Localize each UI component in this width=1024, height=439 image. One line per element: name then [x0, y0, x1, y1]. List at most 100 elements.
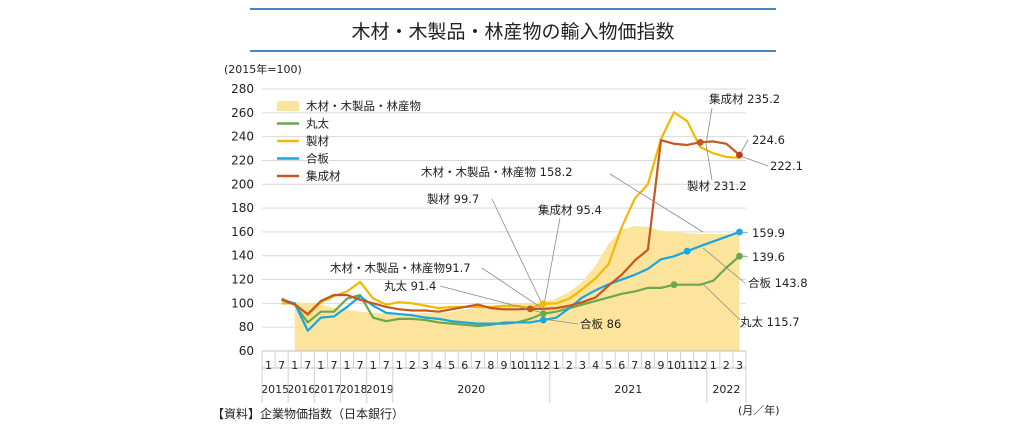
x-tick-label: 7	[330, 359, 337, 372]
x-year-label: 2019	[366, 383, 394, 396]
y-tick-label: 160	[231, 225, 254, 239]
x-tick-label: 8	[644, 359, 651, 372]
x-tick-label: 1	[344, 359, 351, 372]
annotation-label: 224.6	[752, 133, 785, 147]
x-tick-label: 7	[474, 359, 481, 372]
x-tick-label: 9	[657, 359, 664, 372]
annotation-leader	[702, 247, 746, 284]
x-tick-label: 2	[409, 359, 416, 372]
x-tick-label: 7	[383, 359, 390, 372]
x-year-label: 2021	[614, 383, 642, 396]
area-series	[294, 225, 740, 351]
annotation-label: 丸太 115.7	[740, 315, 800, 329]
annotation-leader	[739, 155, 769, 167]
annotation-leader	[739, 139, 749, 155]
annotation-leader	[439, 285, 544, 314]
annotation-label: 159.9	[752, 226, 785, 240]
area-mark-wood-products	[294, 225, 740, 351]
x-tick-label: 1	[396, 359, 403, 372]
series-line-lumber	[281, 111, 740, 317]
y-tick-label: 240	[231, 130, 254, 144]
annotation-label: 222.1	[770, 159, 803, 173]
line-series	[281, 111, 741, 332]
source-note: 【資料】企業物価指数（日本銀行）	[212, 407, 405, 421]
x-tick-label: 9	[501, 359, 508, 372]
data-point-marker	[539, 300, 547, 308]
y-tick-label: 140	[231, 249, 254, 263]
y-axis-label: (2015年=100)	[224, 62, 302, 76]
x-tick-label: 2	[566, 359, 573, 372]
x-tick-label: 1	[710, 359, 717, 372]
annotation-leaders	[439, 107, 769, 325]
data-point-marker	[696, 138, 704, 146]
y-tick-label: 260	[231, 106, 254, 120]
annotation-label: 丸太 91.4	[384, 279, 436, 293]
data-point-marker	[683, 247, 691, 255]
legend-label: 製材	[306, 134, 329, 148]
x-year-label: 2020	[457, 383, 485, 396]
x-tick-label: 11	[523, 359, 537, 372]
legend-label: 集成材	[306, 169, 341, 183]
x-tick-label: 3	[422, 359, 429, 372]
annotation-leader	[542, 318, 579, 325]
annotation-leader	[705, 143, 713, 181]
x-tick-label: 7	[304, 359, 311, 372]
x-tick-label: 1	[370, 359, 377, 372]
x-tick-label: 12	[693, 359, 707, 372]
legend-swatch	[277, 101, 299, 111]
annotation-label: 製材 231.2	[687, 179, 747, 193]
x-year-label: 2016	[287, 383, 315, 396]
y-tick-label: 180	[231, 201, 254, 215]
x-tick-label: 3	[736, 359, 743, 372]
x-axis-unit: (月／年)	[738, 403, 780, 417]
y-tick-label: 120	[231, 273, 254, 287]
x-tick-label: 10	[667, 359, 681, 372]
legend-label: 木材・木製品・林産物	[306, 99, 421, 113]
x-tick-label: 8	[487, 359, 494, 372]
annotation-leader	[702, 283, 741, 321]
x-year-label: 2015	[261, 383, 289, 396]
y-tick-label: 200	[231, 177, 254, 191]
data-point-marker	[539, 316, 547, 324]
annotation-label: 合板 86	[580, 317, 621, 331]
annotation-label: 139.6	[752, 250, 785, 264]
x-year-label: 2022	[712, 383, 740, 396]
x-tick-label: 1	[317, 359, 324, 372]
x-tick-label: 7	[631, 359, 638, 372]
data-point-marker	[736, 151, 743, 159]
x-tick-label: 12	[536, 359, 550, 372]
x-tick-label: 4	[435, 359, 442, 372]
annotation-leader	[491, 198, 544, 307]
data-point-marker	[526, 305, 534, 313]
legend-label: 合板	[306, 152, 329, 166]
annotation-label: 製材 99.7	[427, 192, 479, 206]
x-tick-label: 6	[461, 359, 468, 372]
y-tick-label: 80	[239, 320, 254, 334]
annotation-label: 合板 143.8	[748, 276, 808, 290]
annotations: 集成材 235.2 224.6 222.1 製材 231.2 木材・木製品・林産物 15…	[330, 92, 808, 331]
y-tick-label: 60	[239, 344, 254, 358]
annotation-leader	[481, 267, 544, 310]
x-tick-label: 6	[618, 359, 625, 372]
x-tick-label: 10	[510, 359, 524, 372]
series-line-glulam	[281, 139, 741, 316]
data-point-marker	[736, 252, 743, 260]
x-tick-label: 1	[553, 359, 560, 372]
annotation-leader	[542, 217, 561, 311]
y-tick-label: 280	[231, 82, 254, 96]
y-tick-label: 220	[231, 153, 254, 167]
x-tick-label: 11	[680, 359, 694, 372]
annotation-leader	[609, 173, 704, 233]
data-point-marker	[539, 310, 547, 318]
x-tick-label: 2	[723, 359, 730, 372]
x-tick-label: 7	[278, 359, 285, 372]
x-tick-label: 4	[592, 359, 599, 372]
annotation-leader	[705, 107, 713, 145]
x-tick-label: 5	[448, 359, 455, 372]
x-tick-label: 5	[605, 359, 612, 372]
data-point-marker	[736, 228, 743, 236]
annotation-label: 木材・木製品・林産物91.7	[330, 261, 471, 275]
